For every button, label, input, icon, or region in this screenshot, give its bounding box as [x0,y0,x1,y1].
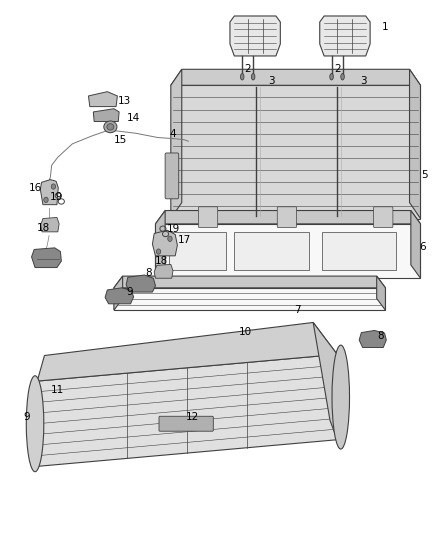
Text: 6: 6 [419,243,426,252]
Polygon shape [359,330,386,348]
Text: 7: 7 [294,305,301,315]
Ellipse shape [107,124,114,130]
Text: 17: 17 [177,235,191,245]
Text: 9: 9 [23,412,30,422]
Polygon shape [152,230,177,256]
Polygon shape [37,322,337,381]
Polygon shape [169,232,226,270]
Polygon shape [114,288,385,310]
Polygon shape [37,354,337,466]
Text: 4: 4 [170,130,177,139]
Polygon shape [105,288,134,304]
Polygon shape [155,211,420,224]
Ellipse shape [168,236,172,241]
FancyBboxPatch shape [165,153,179,199]
Text: 5: 5 [421,170,428,180]
Ellipse shape [104,121,117,133]
Polygon shape [126,275,155,292]
FancyBboxPatch shape [159,416,213,431]
Polygon shape [230,16,280,56]
Text: 14: 14 [127,114,140,123]
Polygon shape [313,322,337,440]
Text: 1: 1 [382,22,389,31]
Text: 13: 13 [118,96,131,106]
FancyBboxPatch shape [277,207,297,228]
Ellipse shape [26,376,44,472]
Polygon shape [32,248,61,268]
Text: 8: 8 [378,331,385,341]
Ellipse shape [341,74,344,80]
Text: 19: 19 [167,224,180,234]
Polygon shape [320,16,370,56]
Polygon shape [234,232,309,270]
Polygon shape [411,211,420,278]
Text: 3: 3 [268,76,275,86]
Polygon shape [154,264,173,278]
Text: 18: 18 [37,223,50,233]
Polygon shape [171,69,420,85]
Text: 3: 3 [360,76,367,86]
Text: 2: 2 [334,64,341,74]
Ellipse shape [240,74,244,80]
Text: 10: 10 [239,327,252,336]
Polygon shape [410,69,420,219]
FancyBboxPatch shape [198,207,218,228]
Polygon shape [171,69,182,219]
Polygon shape [114,276,123,310]
Ellipse shape [51,184,56,189]
Text: 12: 12 [186,412,199,422]
Ellipse shape [251,74,255,80]
Text: 11: 11 [50,385,64,395]
Text: 16: 16 [29,183,42,192]
Ellipse shape [156,249,161,254]
Ellipse shape [44,197,48,203]
Polygon shape [40,180,58,205]
Polygon shape [93,109,119,122]
Polygon shape [114,276,385,288]
Polygon shape [88,92,117,107]
Polygon shape [155,224,420,278]
Text: 15: 15 [114,135,127,144]
Polygon shape [171,85,420,219]
Ellipse shape [330,74,333,80]
Text: 2: 2 [244,64,251,74]
Polygon shape [322,232,396,270]
Text: 18: 18 [155,256,168,266]
Text: 8: 8 [145,268,152,278]
Text: 9: 9 [126,287,133,297]
Polygon shape [377,276,385,310]
Polygon shape [41,217,59,232]
Text: 19: 19 [49,192,63,202]
Polygon shape [155,211,165,278]
FancyBboxPatch shape [374,207,393,228]
Ellipse shape [332,345,350,449]
